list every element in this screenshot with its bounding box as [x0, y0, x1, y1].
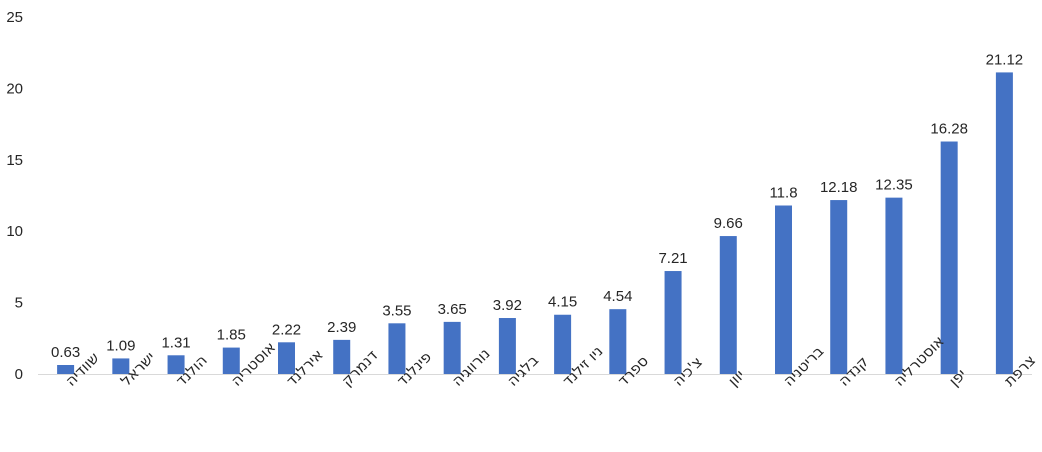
bar[interactable] — [112, 358, 130, 374]
data-label: 12.18 — [820, 179, 858, 196]
bar[interactable] — [609, 309, 627, 374]
data-label: 1.31 — [161, 334, 190, 351]
data-label: 3.65 — [438, 301, 467, 318]
data-label: 4.15 — [548, 294, 577, 311]
data-label: 16.28 — [930, 121, 968, 138]
bar[interactable] — [333, 339, 351, 374]
data-label: 3.92 — [493, 297, 522, 314]
bar[interactable] — [940, 141, 958, 374]
y-axis-ticks: 0 5 10 15 20 25 — [6, 9, 23, 383]
bar[interactable] — [554, 314, 572, 374]
bar[interactable] — [443, 321, 461, 374]
data-label: 2.22 — [272, 321, 301, 338]
bar[interactable] — [995, 72, 1013, 374]
y-tick-label: 25 — [6, 9, 23, 26]
bar[interactable] — [664, 271, 682, 374]
data-label: 2.39 — [327, 319, 356, 336]
data-label: 1.09 — [106, 337, 135, 354]
bar[interactable] — [222, 347, 240, 374]
data-label: 12.35 — [875, 177, 913, 194]
y-tick-label: 15 — [6, 152, 23, 169]
data-labels: 0.63 1.09 1.31 1.85 2.22 2.39 3.55 3.65 3.92 4.15… — [51, 51, 1023, 361]
y-tick-label: 0 — [15, 366, 23, 383]
data-label: 4.54 — [603, 288, 632, 305]
bar[interactable] — [278, 342, 295, 374]
bars — [57, 72, 1013, 374]
data-label: 1.85 — [217, 327, 246, 344]
bar[interactable] — [830, 200, 848, 374]
data-label: 9.66 — [714, 215, 743, 232]
bar[interactable] — [775, 205, 792, 375]
y-tick-label: 5 — [15, 295, 23, 312]
bar[interactable] — [388, 323, 406, 374]
y-tick-label: 20 — [6, 80, 23, 97]
data-label: 3.55 — [382, 302, 411, 319]
bar[interactable] — [885, 197, 903, 374]
data-label: 11.8 — [769, 185, 797, 202]
bar[interactable] — [719, 236, 737, 374]
data-label: 7.21 — [658, 250, 687, 267]
bar[interactable] — [167, 355, 185, 374]
bar[interactable] — [498, 318, 516, 374]
y-tick-label: 10 — [6, 223, 23, 240]
data-label: 21.12 — [986, 51, 1024, 68]
data-label: 0.63 — [51, 344, 80, 361]
bar[interactable] — [57, 365, 75, 374]
